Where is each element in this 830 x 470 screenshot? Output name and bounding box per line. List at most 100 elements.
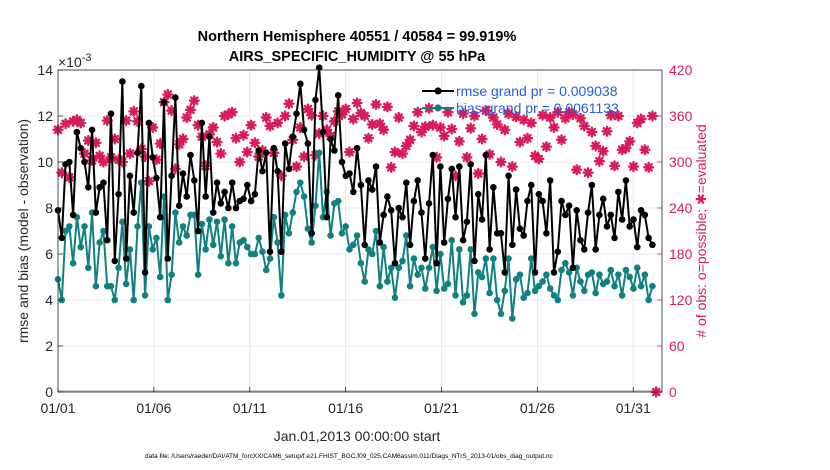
bias-point <box>421 285 429 292</box>
y-tick-label-right: 420 <box>669 62 693 78</box>
rmse-point <box>96 184 103 191</box>
rmse-point <box>168 172 175 180</box>
rmse-point <box>622 177 630 184</box>
bias-point <box>172 209 179 216</box>
bias-point <box>425 264 433 272</box>
bias-point <box>368 250 376 258</box>
rmse-point <box>81 158 88 166</box>
rmse-point <box>452 213 459 221</box>
series-group <box>52 64 662 398</box>
rmse-point <box>232 204 240 212</box>
rmse-point <box>175 202 183 209</box>
bias-point <box>630 285 637 292</box>
x-tick-label: 01/01 <box>40 400 75 416</box>
obs-count-marker <box>412 106 424 118</box>
rmse-point <box>149 154 156 161</box>
rmse-point <box>569 264 577 272</box>
bias-point <box>206 216 213 223</box>
y-tick-label-left: 8 <box>45 200 53 216</box>
rmse-point <box>588 181 596 189</box>
obs-count-marker <box>574 112 587 124</box>
bias-point <box>232 259 240 267</box>
bias-point <box>543 271 550 279</box>
rmse-point <box>183 193 191 200</box>
bias-point <box>153 234 160 242</box>
rmse-point <box>300 126 308 134</box>
bias-point <box>437 250 444 258</box>
obs-count-marker <box>290 160 303 173</box>
bias-point <box>395 264 403 272</box>
rmse-point <box>141 269 149 276</box>
rmse-point <box>535 190 543 198</box>
obs-count-marker <box>226 106 238 118</box>
obs-count-marker <box>521 132 534 144</box>
bias-point <box>596 271 603 279</box>
bias-point <box>501 287 509 295</box>
rmse-point <box>543 230 550 237</box>
bias-point <box>274 239 281 246</box>
rmse-point <box>100 179 107 186</box>
rmse-point <box>66 158 73 166</box>
rmse-point <box>281 140 289 147</box>
rmse-point <box>255 147 262 154</box>
y-tick-label-right: 60 <box>669 338 685 354</box>
rmse-point <box>312 96 319 104</box>
rmse-point <box>474 190 482 198</box>
rmse-point <box>331 147 338 154</box>
bias-point <box>459 299 467 306</box>
rmse-point <box>584 209 592 216</box>
bias-point <box>550 292 558 299</box>
obs-count-marker <box>362 132 375 144</box>
obs-count-marker <box>525 117 537 129</box>
obs-count-marker <box>646 110 659 122</box>
rmse-point <box>69 211 77 219</box>
obs-count-marker <box>502 108 515 120</box>
obs-count-marker <box>578 120 590 132</box>
obs-count-marker <box>366 118 378 131</box>
obs-count-marker <box>351 97 363 109</box>
bias-point <box>486 289 493 297</box>
bias-point <box>493 296 501 304</box>
rmse-point <box>633 243 641 251</box>
rmse-point <box>520 232 527 239</box>
bias-point <box>315 149 323 157</box>
obs-count-marker <box>627 160 640 173</box>
bias-point <box>554 296 562 304</box>
rmse-point <box>573 207 580 214</box>
bias-point <box>380 243 387 251</box>
rmse-point <box>372 163 380 170</box>
rmse-point <box>512 186 520 193</box>
bias-point <box>633 264 641 272</box>
rmse-point <box>225 204 232 212</box>
rmse-point <box>592 246 599 253</box>
rmse-point <box>414 177 421 184</box>
obs-count-marker <box>593 155 606 167</box>
bias-point <box>565 269 573 276</box>
rmse-point <box>459 236 467 244</box>
obs-count-marker <box>181 111 193 124</box>
bias-point <box>312 202 319 209</box>
bias-point <box>641 271 649 279</box>
rmse-point <box>467 161 474 168</box>
rmse-point <box>164 255 172 262</box>
rmse-point <box>403 179 410 186</box>
obs-count-marker <box>457 108 469 120</box>
obs-count-marker <box>378 124 390 136</box>
chart-title-line1: Northern Hemisphere 40551 / 40584 = 99.9… <box>198 29 517 45</box>
bias-point <box>122 280 130 288</box>
obs-count-marker <box>177 133 189 145</box>
bias-point <box>198 220 206 228</box>
rmse-point <box>126 172 134 180</box>
bias-point <box>467 246 474 253</box>
obs-count-marker <box>643 161 655 173</box>
bias-point <box>403 232 410 239</box>
bias-point <box>119 218 126 226</box>
bias-point <box>558 266 565 274</box>
bias-point <box>546 285 554 292</box>
rmse-point <box>645 234 652 242</box>
bias-point <box>649 282 656 290</box>
bias-point <box>452 292 459 299</box>
rmse-point <box>626 223 633 230</box>
rmse-point <box>562 211 569 219</box>
obs-count-marker <box>283 98 295 110</box>
